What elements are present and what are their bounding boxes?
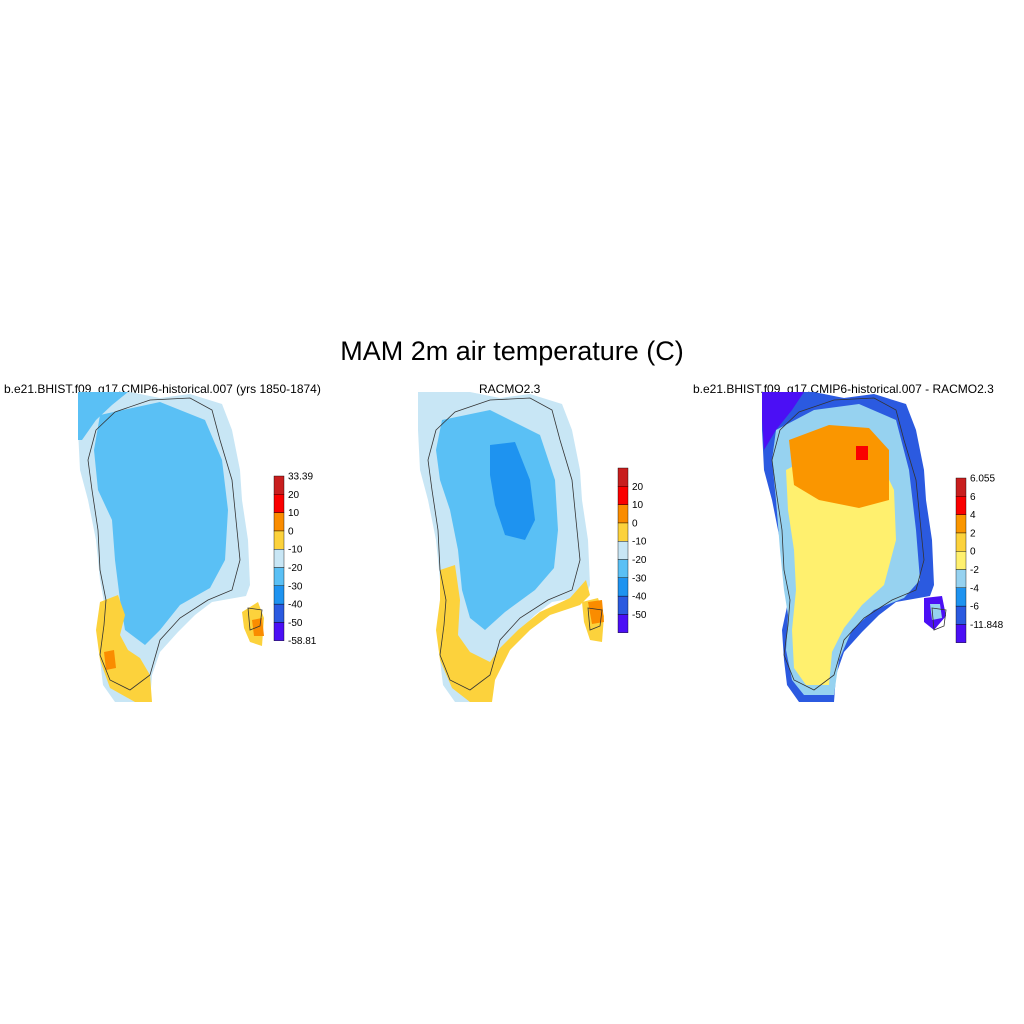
colorbar-label: -40	[288, 600, 303, 611]
colorbar-difference: -11.848 -6 -4 -2 0 2 4 6 6.055	[955, 474, 1004, 643]
map-panel-difference: -11.848 -6 -4 -2 0 2 4 6 6.055	[762, 392, 1004, 702]
colorbar-label: -2	[970, 565, 979, 576]
colorbar-label: -20	[288, 563, 303, 574]
colorbar-label: 6.055	[970, 474, 995, 485]
greenland-field-racmo	[418, 392, 604, 702]
coastline-difference	[771, 397, 947, 691]
colorbar-box	[273, 512, 285, 532]
colorbar-box	[617, 614, 629, 633]
colorbar-label: 20	[288, 490, 300, 501]
colorbar-box	[955, 624, 967, 643]
positive-region	[786, 448, 896, 685]
colorbar-box	[273, 530, 285, 550]
colorbar-box	[273, 585, 285, 605]
cold-fringe	[762, 392, 804, 450]
hot-spot-1	[104, 650, 116, 670]
figure-title: MAM 2m air temperature (C)	[340, 336, 684, 366]
coldest-region	[490, 442, 535, 540]
colorbar-label: 0	[288, 526, 294, 537]
colorbar-model: -58.81 -50 -40 -30 -20 -10 0 10 20 33.39	[273, 472, 317, 647]
colorbar-label: -30	[288, 581, 303, 592]
warm-south	[96, 595, 152, 702]
colorbar-label: 33.39	[288, 472, 313, 483]
colorbar-box	[955, 532, 967, 552]
colorbar-label: -10	[288, 545, 303, 556]
colorbar-label: -10	[632, 537, 647, 548]
colorbar-box	[955, 569, 967, 588]
coastline-model	[87, 397, 263, 691]
colorbar-label: -50	[288, 618, 303, 629]
colorbar-label: 10	[632, 500, 644, 511]
panel-title-racmo: RACMO2.3	[479, 382, 541, 396]
core-region	[436, 410, 558, 630]
colorbar-box	[955, 550, 967, 570]
map-panel-racmo: -50 -40 -30 -20 -10 0 10 20	[418, 392, 647, 702]
colorbar-label: -6	[970, 602, 979, 613]
colorbar-box	[273, 567, 285, 586]
colorbar-box	[955, 477, 967, 497]
colorbar-label: 6	[970, 492, 976, 503]
colorbar-box	[273, 494, 285, 513]
colorbar-label: -4	[970, 583, 979, 594]
colorbar-label: 2	[970, 528, 976, 539]
corner-region	[78, 392, 128, 440]
map-panel-model: -58.81 -50 -40 -30 -20 -10 0 10 20 33.39	[78, 392, 317, 702]
east-ring	[930, 604, 942, 620]
colorbar-box	[617, 540, 629, 560]
colorbar-box	[955, 605, 967, 625]
colorbar-label: 4	[970, 510, 976, 521]
colorbar-label: 0	[632, 518, 638, 529]
colorbar-box	[955, 514, 967, 534]
colorbar-label: 10	[288, 508, 300, 519]
colorbar-racmo: -50 -40 -30 -20 -10 0 10 20	[617, 467, 647, 633]
colorbar-box	[617, 577, 629, 597]
colorbar-label: -40	[632, 592, 647, 603]
colorbar-box	[955, 496, 967, 515]
colorbar-box	[617, 486, 629, 505]
colorbar-label: -30	[632, 573, 647, 584]
colorbar-box	[617, 522, 629, 542]
warm-north	[789, 425, 889, 508]
colorbar-box	[273, 548, 285, 568]
colorbar-box	[617, 504, 629, 524]
colorbar-label: 0	[970, 547, 976, 558]
hot-spot	[588, 600, 604, 624]
coastline-racmo	[427, 397, 603, 691]
colorbar-box	[617, 559, 629, 578]
core-region	[94, 402, 228, 645]
colorbar-box	[273, 603, 285, 623]
greenland-field-model	[78, 392, 264, 702]
colorbar-box	[273, 622, 285, 641]
colorbar-label: -20	[632, 555, 647, 566]
colorbar-label: -58.81	[288, 636, 317, 647]
greenland-field-difference	[762, 392, 946, 702]
colorbar-box	[617, 595, 629, 615]
colorbar-box	[617, 467, 629, 487]
warm-south	[436, 565, 590, 702]
colorbar-box	[955, 587, 967, 607]
hot-spot	[856, 446, 868, 460]
colorbar-label: -50	[632, 610, 647, 621]
colorbar-label: -11.848	[970, 620, 1004, 631]
colorbar-box	[273, 475, 285, 495]
colorbar-label: 20	[632, 482, 644, 493]
